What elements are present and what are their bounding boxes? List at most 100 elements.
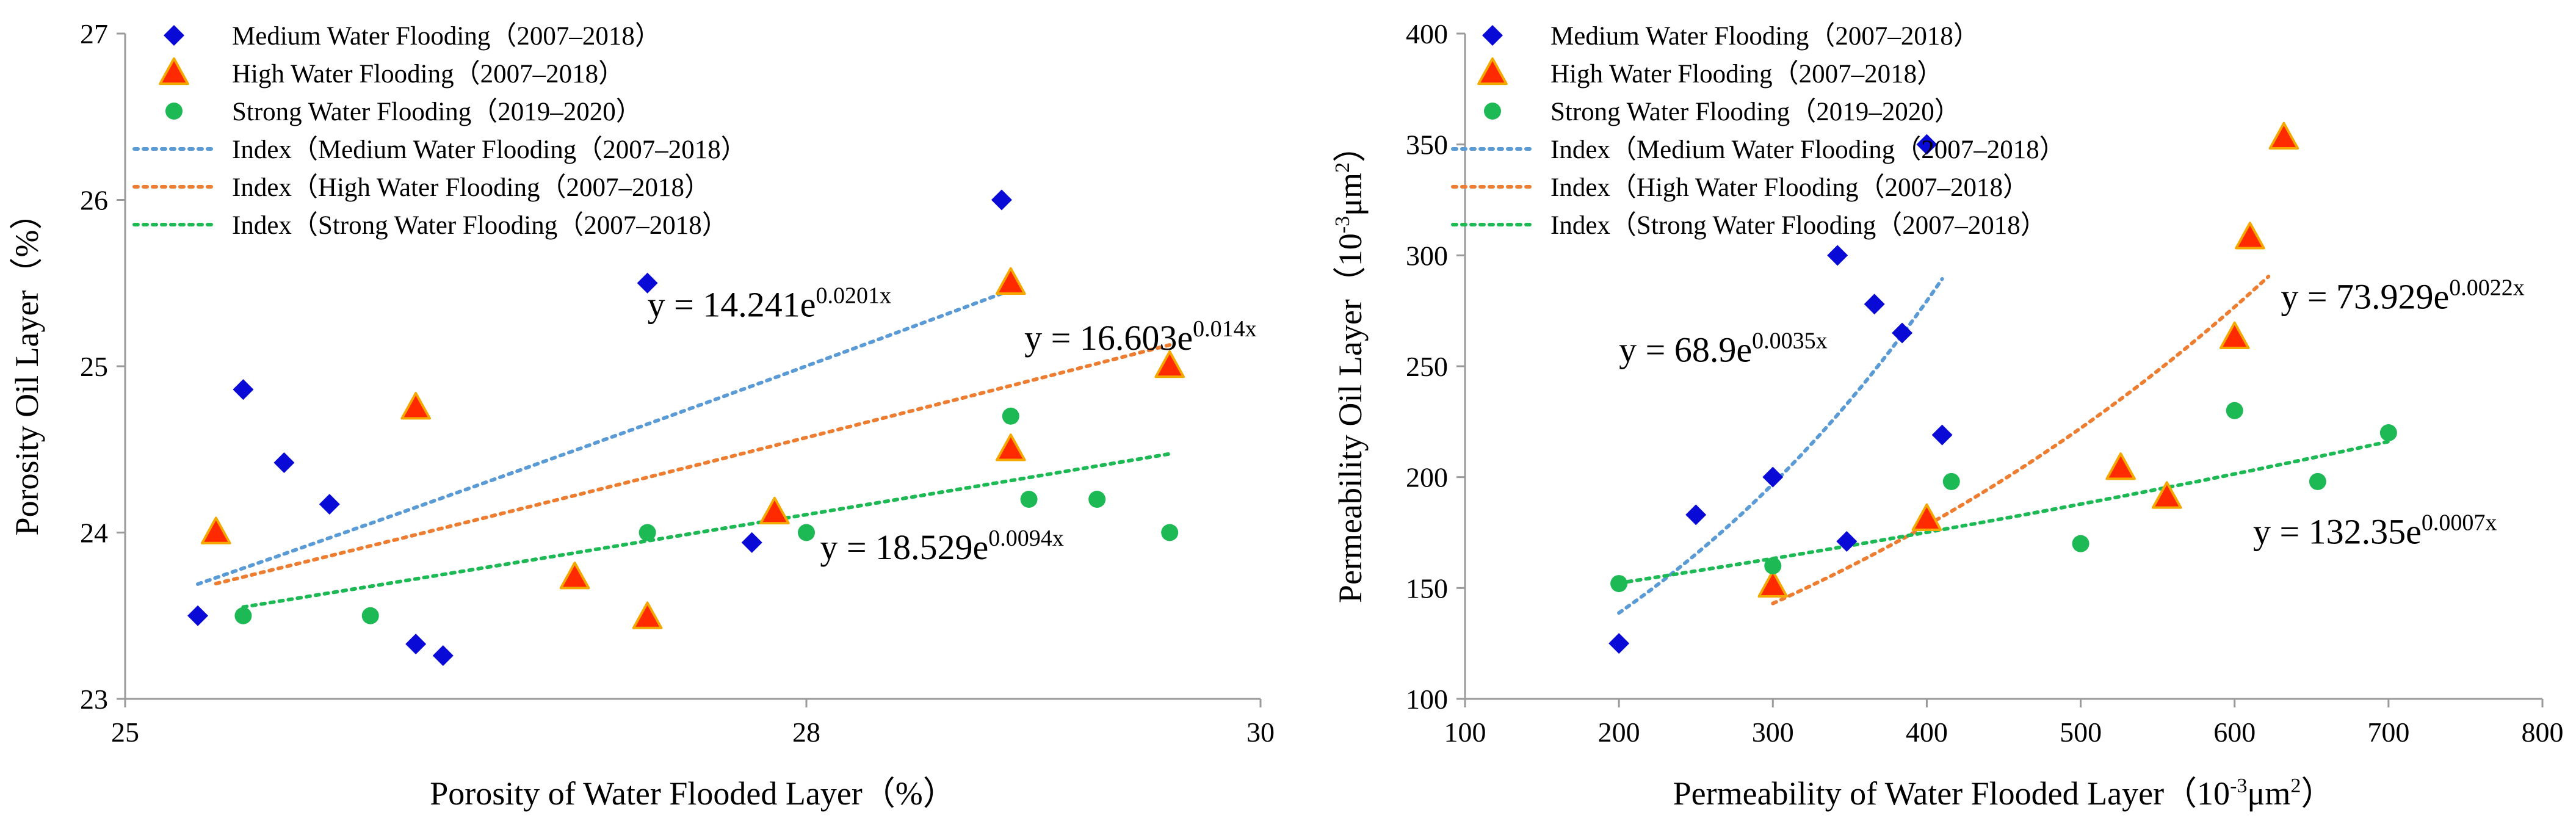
legend-label: Index（Strong Water Flooding（2007–2018） — [232, 211, 728, 240]
legend-marker-diamond — [164, 25, 184, 46]
legend-entry: Index（Strong Water Flooding（2007–2018） — [1451, 211, 2047, 240]
x-tick-label: 28 — [792, 717, 820, 748]
fit-curve — [1617, 439, 2390, 585]
y-tick-label: 100 — [1406, 684, 1448, 715]
legend-label: Medium Water Flooding（2007–2018） — [232, 22, 661, 51]
data-point-triangle — [201, 516, 231, 544]
legend-label: High Water Flooding（2007–2018） — [232, 60, 624, 89]
legend-label: Strong Water Flooding（2019–2020） — [1550, 98, 1961, 126]
data-point-diamond — [233, 379, 254, 400]
x-tick-label: 700 — [2367, 717, 2409, 748]
data-point-diamond — [637, 272, 658, 294]
data-point-triangle — [996, 433, 1026, 461]
legend-entry: Medium Water Flooding（2007–2018） — [164, 22, 661, 51]
data-point-triangle — [996, 267, 1026, 295]
legend-entry: Strong Water Flooding（2019–2020） — [165, 98, 642, 126]
legend-entry: High Water Flooding（2007–2018） — [1477, 57, 1943, 89]
legend-label: Index（High Water Flooding（2007–2018） — [232, 173, 711, 202]
data-point-diamond — [432, 645, 454, 667]
fit-equation: y = 16.603e0.014x — [1024, 316, 1256, 358]
fit-equation: y = 18.529e0.0094x — [820, 526, 1063, 567]
data-point-circle — [1161, 524, 1179, 541]
data-point-triangle — [1154, 350, 1185, 378]
data-point-triangle — [1757, 569, 1789, 598]
x-tick-label: 600 — [2213, 717, 2256, 748]
legend-entry: High Water Flooding（2007–2018） — [159, 57, 624, 89]
data-point-triangle — [759, 496, 790, 525]
y-tick-label: 24 — [80, 518, 108, 549]
legend-entry: Strong Water Flooding（2019–2020） — [1484, 98, 1961, 126]
fit-equation: y = 68.9e0.0035x — [1619, 328, 1827, 370]
legend-entry: Index（Medium Water Flooding（2007–2018） — [1451, 136, 2066, 164]
y-axis-title: Permeability Oil Layer（10-3μm2） — [1331, 129, 1369, 603]
x-tick-label: 30 — [1246, 717, 1275, 748]
data-point-diamond — [1864, 294, 1885, 315]
legend-marker-circle — [165, 103, 183, 120]
data-point-circle — [1020, 491, 1038, 508]
data-point-triangle — [400, 392, 431, 420]
data-point-diamond — [1836, 531, 1858, 552]
data-point-circle — [2072, 535, 2089, 552]
fit-curve — [1771, 275, 2271, 605]
y-tick-label: 23 — [80, 684, 108, 715]
y-tick-label: 200 — [1406, 462, 1448, 493]
y-tick-label: 150 — [1406, 573, 1448, 604]
data-point-circle — [1764, 557, 1782, 574]
y-axis-title: Porosity Oil Layer（%） — [9, 197, 45, 536]
y-tick-label: 27 — [80, 18, 108, 49]
fit-equation: y = 73.929e0.0022x — [2281, 275, 2524, 317]
data-point-circle — [1002, 407, 1019, 425]
x-tick-label: 500 — [2060, 717, 2102, 748]
data-point-diamond — [1762, 466, 1784, 488]
legend-entry: Index（High Water Flooding（2007–2018） — [132, 173, 711, 202]
legend-entry: Index（Medium Water Flooding（2007–2018） — [132, 136, 747, 164]
legend-label: Index（High Water Flooding（2007–2018） — [1550, 173, 2029, 202]
x-tick-label: 800 — [2522, 717, 2564, 748]
x-axis-title: Permeability of Water Flooded Layer（10-3… — [1673, 775, 2334, 812]
x-tick-label: 100 — [1444, 717, 1486, 748]
legend-entry: Medium Water Flooding（2007–2018） — [1482, 22, 1980, 51]
data-point-diamond — [187, 605, 209, 626]
legend-label: Strong Water Flooding（2019–2020） — [232, 98, 642, 126]
data-point-triangle — [2219, 321, 2250, 350]
legend-label: Index（Medium Water Flooding（2007–2018） — [232, 136, 747, 164]
x-axis-title: Porosity of Water Flooded Layer（%） — [430, 775, 956, 812]
x-tick-label: 25 — [111, 717, 139, 748]
data-point-triangle — [632, 601, 663, 629]
data-point-diamond — [319, 494, 340, 515]
legend-marker-triangle — [159, 57, 189, 85]
y-tick-label: 350 — [1406, 129, 1448, 161]
data-point-triangle — [559, 562, 590, 590]
fit-curve — [241, 452, 1172, 609]
x-tick-label: 300 — [1752, 717, 1794, 748]
permeability-chart: 100 200 300 400 500 600 700 800 100 150 200 250 300 3… — [1331, 18, 2564, 812]
data-point-circle — [1088, 491, 1106, 508]
data-point-circle — [639, 524, 656, 541]
data-point-circle — [798, 524, 815, 541]
fit-equation: y = 132.35e0.0007x — [2253, 510, 2497, 552]
y-tick-label: 400 — [1406, 18, 1448, 49]
data-point-triangle — [2105, 452, 2136, 480]
data-point-circle — [1942, 472, 1960, 490]
legend-entry: Index（High Water Flooding（2007–2018） — [1451, 173, 2029, 202]
data-point-circle — [2379, 424, 2397, 441]
fit-curve — [196, 291, 1004, 586]
legend-marker-triangle — [1477, 57, 1508, 85]
data-point-triangle — [2268, 121, 2299, 150]
data-point-diamond — [1827, 245, 1848, 266]
porosity-chart: 25 28 30 23 24 25 26 27 Porosity of Water Floode… — [9, 18, 1275, 812]
y-tick-label: 26 — [80, 185, 108, 216]
data-point-triangle — [2235, 222, 2265, 250]
data-point-circle — [2309, 472, 2326, 490]
data-point-triangle — [2151, 481, 2182, 509]
legend-label: Medium Water Flooding（2007–2018） — [1550, 22, 1980, 51]
data-point-circle — [1610, 575, 1628, 593]
data-point-diamond — [1892, 322, 1913, 344]
fit-curve — [214, 343, 1172, 586]
data-point-diamond — [1931, 424, 1953, 446]
data-point-circle — [2226, 402, 2243, 419]
y-tick-label: 25 — [80, 351, 108, 382]
legend-marker-circle — [1484, 103, 1501, 120]
